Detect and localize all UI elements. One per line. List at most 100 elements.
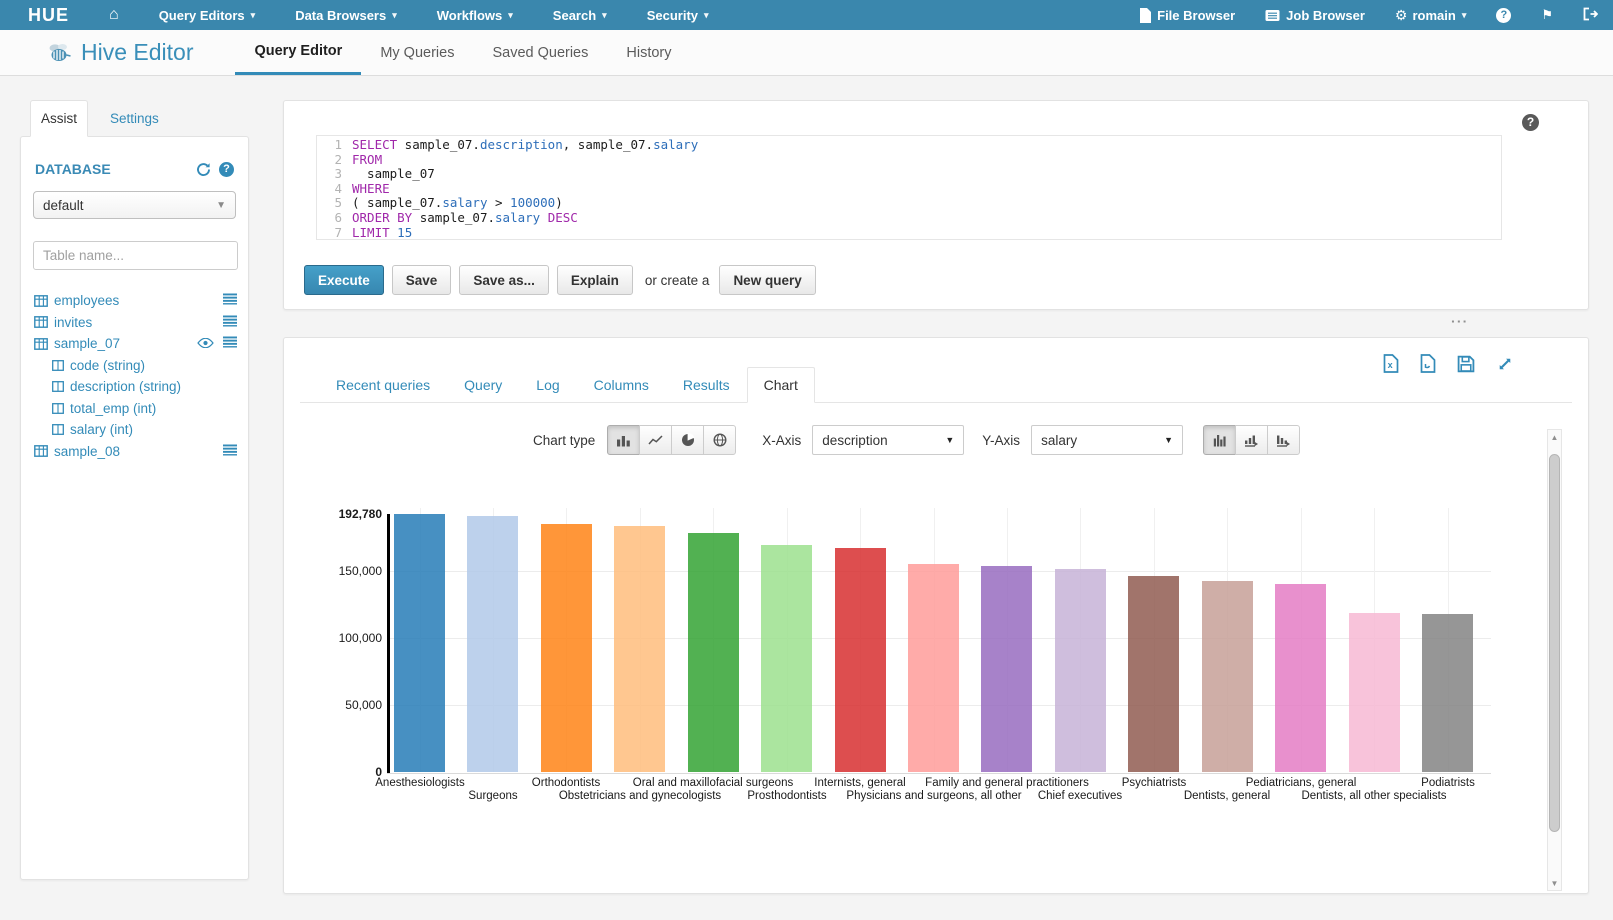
bar-psychiatrists[interactable] [1128, 576, 1179, 772]
line-chart-type-button[interactable] [639, 425, 673, 455]
bar-oral-and-maxillofacial-surgeons[interactable] [688, 533, 739, 772]
sign-out-button[interactable] [1568, 0, 1613, 30]
item-label: code (string) [70, 357, 146, 373]
sql-token: SELECT [352, 137, 398, 152]
scrollbar-thumb[interactable] [1549, 454, 1560, 832]
chevron-down-icon: ▾ [704, 9, 709, 20]
save-icon[interactable] [1457, 355, 1475, 373]
row-actions [223, 444, 237, 459]
table-filter-input[interactable] [33, 241, 238, 270]
file-browser-button[interactable]: File Browser [1124, 0, 1250, 30]
result-tab-recent-queries[interactable]: Recent queries [336, 377, 431, 393]
row-actions [223, 315, 237, 330]
bar-physicians-and-surgeons-all-other[interactable] [908, 564, 959, 772]
sort-desc-bars-button[interactable] [1267, 425, 1301, 455]
menu-icon[interactable] [223, 336, 237, 351]
sql-token: ORDER BY [352, 209, 413, 225]
bar-chart: Anesthesiologists Surgeons Orthodontists Ob… [284, 338, 1588, 893]
editor-actions: Execute Save Save as... Explain or creat… [304, 265, 824, 295]
pie-chart-type-button[interactable] [671, 425, 705, 455]
result-tab-query[interactable]: Query [464, 377, 503, 393]
x-axis-select[interactable]: description ▼ [812, 425, 965, 455]
y-axis-select-value: salary [1041, 432, 1078, 448]
bar-prosthodontists[interactable] [761, 545, 812, 772]
result-tab-columns[interactable]: Columns [593, 377, 649, 393]
bar-anesthesiologists[interactable] [394, 514, 445, 772]
bar-surgeons[interactable] [467, 516, 518, 772]
result-tab-chart[interactable]: Chart [746, 367, 815, 403]
code-line: LIMIT 15 [352, 225, 698, 239]
result-tab-results[interactable]: Results [682, 377, 730, 393]
sort-asc-bars-button[interactable] [1235, 425, 1269, 455]
feedback-flag-button[interactable]: ⚑ [1526, 0, 1568, 30]
map-chart-type-button[interactable] [703, 425, 737, 455]
explain-button[interactable]: Explain [556, 265, 633, 295]
file-download-icon[interactable] [1420, 354, 1436, 373]
refresh-icon[interactable] [196, 162, 211, 177]
column-item-total_emp[interactable]: total_emp (int) [21, 398, 248, 420]
y-axis-select[interactable]: salary ▼ [1031, 425, 1184, 455]
bar-obstetricians-and-gynecologists[interactable] [614, 526, 665, 772]
column-item-salary[interactable]: salary (int) [21, 419, 248, 441]
nav-menu-search[interactable]: Search ▾ [533, 0, 627, 30]
bar-family-and-general-practitioners[interactable] [981, 566, 1032, 772]
result-tab-log[interactable]: Log [536, 377, 560, 393]
panel-resize-handle[interactable]: ▪▪▪ [283, 312, 1589, 335]
chevron-down-icon: ▾ [602, 9, 607, 20]
excel-file-icon[interactable]: x [1383, 354, 1399, 373]
help-button[interactable]: ? [1481, 0, 1526, 30]
header-tab-my-queries[interactable]: My Queries [380, 44, 455, 61]
new-query-button[interactable]: New query [719, 265, 816, 295]
chevron-down-icon: ▾ [1461, 9, 1467, 20]
header-tab-query-editor[interactable]: Query Editor [235, 30, 362, 75]
database-select-value: default [43, 197, 84, 213]
nav-menu-label: Query Editors [158, 7, 245, 23]
nav-menu-security[interactable]: Security ▾ [627, 0, 729, 30]
expand-icon[interactable] [1496, 355, 1514, 373]
table-item-employees[interactable]: employees [21, 290, 248, 312]
menu-icon[interactable] [223, 315, 237, 330]
tab-assist[interactable]: Assist [30, 100, 88, 137]
user-menu[interactable]: ⚙ romain ▾ [1380, 0, 1481, 30]
bar-podiatrists[interactable] [1422, 614, 1473, 772]
home-icon[interactable]: ⌂ [109, 6, 119, 23]
menu-icon[interactable] [223, 293, 237, 308]
eye-icon[interactable] [197, 336, 214, 351]
scroll-up-arrow[interactable]: ▲ [1550, 432, 1559, 442]
header-tab-history[interactable]: History [626, 44, 672, 61]
top-navbar: HUE ⌂ Query Editors ▾ Data Browsers ▾ Workfl… [0, 0, 1613, 30]
hue-logo[interactable]: HUE [28, 4, 70, 25]
execute-button[interactable]: Execute [304, 265, 384, 295]
job-browser-button[interactable]: Job Browser [1250, 0, 1380, 30]
assist-help-icon[interactable]: ? [219, 161, 234, 177]
database-select[interactable]: default ▼ [33, 191, 236, 219]
bar-dentists-general[interactable] [1202, 581, 1253, 772]
menu-icon[interactable] [223, 444, 237, 459]
header-tab-saved-queries[interactable]: Saved Queries [492, 44, 589, 61]
bar-orthodontists[interactable] [541, 524, 592, 772]
editor-help-icon[interactable]: ? [1522, 114, 1539, 131]
table-item-invites[interactable]: invites [21, 312, 248, 334]
bar-internists-general[interactable] [835, 548, 886, 772]
save-button[interactable]: Save [391, 265, 452, 295]
chart-scrollbar[interactable]: ▲ ▼ [1547, 429, 1562, 891]
table-item-sample_08[interactable]: sample_08 [21, 441, 248, 463]
scroll-down-arrow[interactable]: ▼ [1550, 878, 1559, 888]
bar-pediatricians-general[interactable] [1275, 584, 1326, 772]
save-as-button[interactable]: Save as... [459, 265, 549, 295]
nav-menu-query-editors[interactable]: Query Editors ▾ [139, 0, 276, 30]
bar-chief-executives[interactable] [1055, 569, 1106, 772]
tab-settings[interactable]: Settings [110, 111, 159, 126]
bar-dentists-all-other-specialists[interactable] [1349, 613, 1400, 772]
username-label: romain [1412, 7, 1456, 23]
nav-menu-data-browsers[interactable]: Data Browsers ▾ [275, 0, 417, 30]
column-item-description[interactable]: description (string) [21, 376, 248, 398]
column-item-code[interactable]: code (string) [21, 355, 248, 377]
line-number: 5 [334, 195, 342, 211]
grouped-bars-button[interactable] [1203, 425, 1237, 455]
table-item-sample_07[interactable]: sample_07 [21, 333, 248, 355]
nav-menu-label: Data Browsers [295, 7, 387, 23]
nav-menu-workflows[interactable]: Workflows ▾ [417, 0, 533, 30]
y-tick-label: 0 [375, 765, 382, 779]
